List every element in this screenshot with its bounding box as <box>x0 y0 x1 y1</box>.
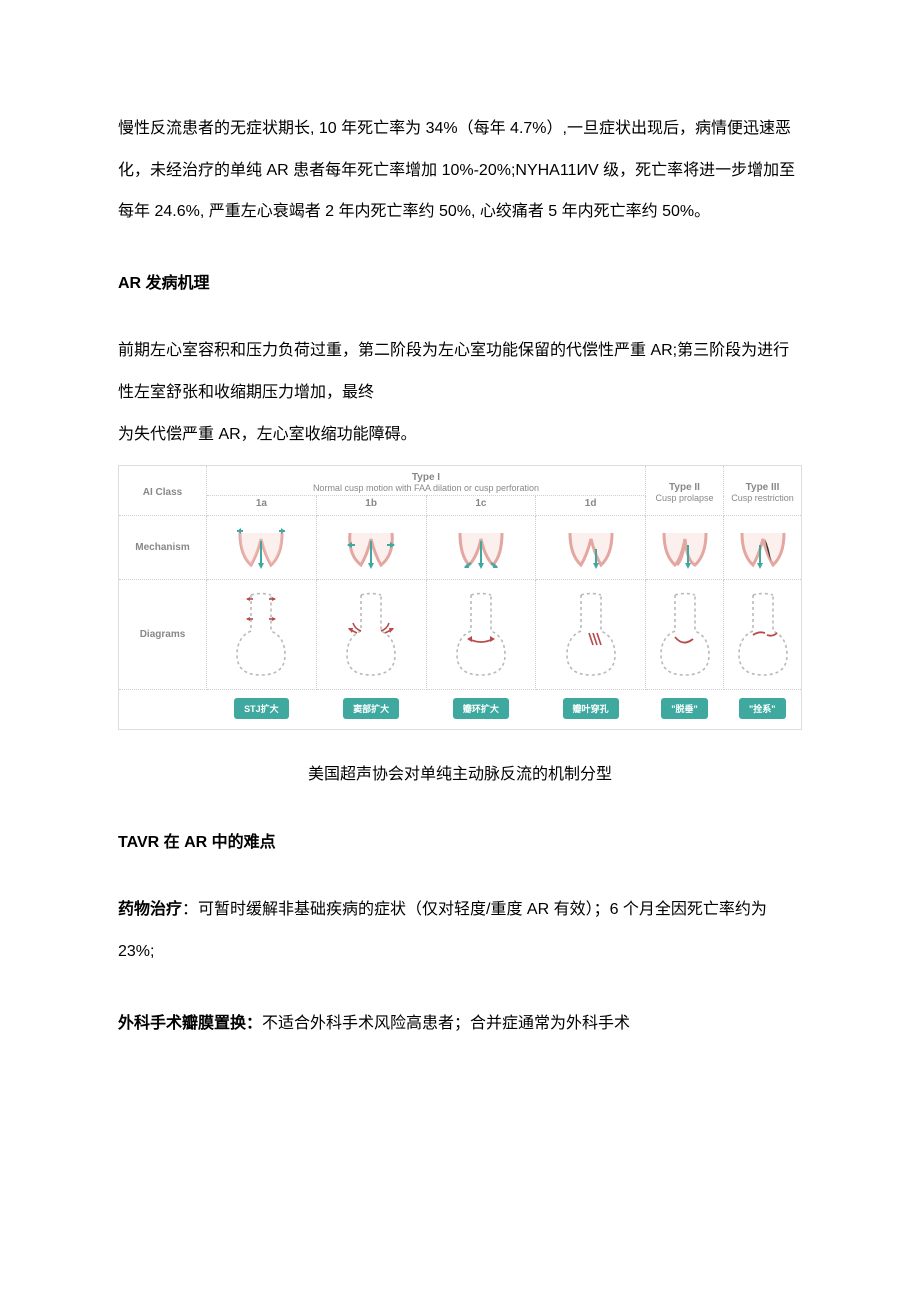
badge-cell-2: 瓣环扩大 <box>426 690 536 730</box>
col-1a: 1a <box>207 496 317 516</box>
diag-1b <box>316 580 426 690</box>
surgery-paragraph: 外科手术瓣膜置换：不适合外科手术风险高患者；合并症通常为外科手术 <box>118 1003 802 1045</box>
badge-cell-1: 窦部扩大 <box>316 690 426 730</box>
type2-title: Type II <box>650 482 719 493</box>
surgery-text: 不适合外科手术风险高患者；合并症通常为外科手术 <box>262 1015 630 1032</box>
mechanism-paragraph-2: 为失代偿严重 AR，左心室收缩功能障碍。 <box>118 414 802 456</box>
badge-prolapse: "脱垂" <box>661 698 708 719</box>
figure-caption: 美国超声协会对单纯主动脉反流的机制分型 <box>118 754 802 796</box>
head-type1: Type I Normal cusp motion with FAA dilat… <box>207 466 646 496</box>
badge-tether: "拴系" <box>739 698 786 719</box>
heading-mechanism: AR 发病机理 <box>118 263 802 305</box>
type1-title: Type I <box>211 472 641 483</box>
diag-type2 <box>646 580 724 690</box>
heading-tavr: TAVR 在 AR 中的难点 <box>118 822 802 864</box>
surgery-label: 外科手术瓣膜置换： <box>118 1015 262 1032</box>
mech-1b <box>316 516 426 580</box>
col-1d: 1d <box>536 496 646 516</box>
diag-1a <box>207 580 317 690</box>
cusp-icon-t2 <box>659 525 711 571</box>
drug-paragraph: 药物治疗：可暂时缓解非基础疾病的症状（仅对轻度/重度 AR 有效）；6 个月全因… <box>118 889 802 972</box>
diagram-icon-t3 <box>731 589 795 681</box>
head-type2: Type II Cusp prolapse <box>646 466 724 516</box>
badge-cell-4: "脱垂" <box>646 690 724 730</box>
ai-classification-table: AI Class Type I Normal cusp motion with … <box>118 465 802 730</box>
intro-paragraph: 慢性反流患者的无症状期长, 10 年死亡率为 34%（每年 4.7%）,一旦症状… <box>118 108 802 233</box>
diagram-icon-1b <box>339 589 403 681</box>
cell-diagrams: Diagrams <box>119 580 207 690</box>
cusp-icon-1b <box>345 525 397 571</box>
type3-title: Type III <box>728 482 797 493</box>
mech-type3 <box>724 516 802 580</box>
type3-subtitle: Cusp restriction <box>728 493 797 503</box>
drug-text: ：可暂时缓解非基础疾病的症状（仅对轻度/重度 AR 有效）；6 个月全因死亡率约… <box>118 901 767 960</box>
cusp-icon-1d <box>565 525 617 571</box>
head-type3: Type III Cusp restriction <box>724 466 802 516</box>
badge-cell-5: "拴系" <box>724 690 802 730</box>
drug-label: 药物治疗 <box>118 901 182 918</box>
mech-1d <box>536 516 646 580</box>
col-1c: 1c <box>426 496 536 516</box>
badge-annulus: 瓣环扩大 <box>453 698 509 719</box>
cusp-icon-1a <box>235 525 287 571</box>
badge-cell-3: 瓣叶穿孔 <box>536 690 646 730</box>
badge-sinus: 窦部扩大 <box>343 698 399 719</box>
type1-subtitle: Normal cusp motion with FAA dilation or … <box>211 483 641 493</box>
diagram-icon-1c <box>449 589 513 681</box>
badge-spacer <box>119 690 207 730</box>
mech-type2 <box>646 516 724 580</box>
diag-1c <box>426 580 536 690</box>
mech-1a <box>207 516 317 580</box>
badge-perforation: 瓣叶穿孔 <box>563 698 619 719</box>
badge-stj: STJ扩大 <box>234 698 289 719</box>
cusp-icon-1c <box>455 525 507 571</box>
badge-cell-0: STJ扩大 <box>207 690 317 730</box>
diagram-icon-1d <box>559 589 623 681</box>
type2-subtitle: Cusp prolapse <box>650 493 719 503</box>
mech-1c <box>426 516 536 580</box>
diag-type3 <box>724 580 802 690</box>
mechanism-paragraph-1: 前期左心室容积和压力负荷过重，第二阶段为左心室功能保留的代偿性严重 AR;第三阶… <box>118 330 802 413</box>
col-1b: 1b <box>316 496 426 516</box>
cell-mechanism: Mechanism <box>119 516 207 580</box>
diagram-icon-t2 <box>653 589 717 681</box>
diag-1d <box>536 580 646 690</box>
cell-ai-class: AI Class <box>119 466 207 516</box>
cusp-icon-t3 <box>737 525 789 571</box>
diagram-icon-1a <box>229 589 293 681</box>
